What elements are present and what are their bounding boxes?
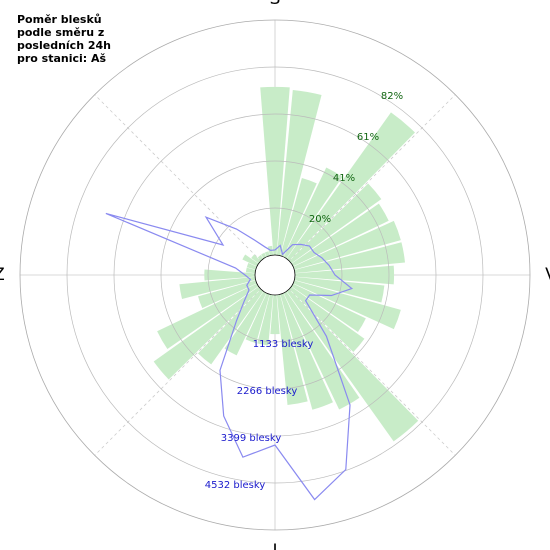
r2-tick-label: 2266 blesky bbox=[237, 386, 298, 397]
bar bbox=[280, 293, 333, 410]
spoke bbox=[94, 288, 262, 456]
direction-label: V bbox=[545, 265, 550, 285]
chart-title: pro stanici: Aš bbox=[17, 52, 107, 65]
r-tick-label: 82% bbox=[381, 91, 403, 102]
chart-title: podle směru z bbox=[17, 26, 104, 39]
r-tick-label: 41% bbox=[333, 173, 355, 184]
bar bbox=[179, 276, 256, 300]
direction-label: S bbox=[270, 0, 281, 9]
chart-title: Poměr blesků bbox=[17, 13, 102, 26]
bar bbox=[294, 265, 395, 285]
r2-tick-label: 4532 blesky bbox=[205, 480, 266, 491]
bar bbox=[264, 251, 270, 257]
bar bbox=[198, 289, 264, 365]
grid-ring bbox=[160, 160, 390, 390]
bar bbox=[289, 183, 382, 264]
bar bbox=[293, 220, 401, 270]
bar bbox=[276, 294, 308, 405]
bar bbox=[291, 283, 366, 333]
bar bbox=[294, 242, 405, 274]
bar bbox=[261, 252, 267, 259]
bar bbox=[204, 269, 256, 281]
bar bbox=[291, 203, 389, 267]
spoke bbox=[94, 94, 262, 262]
bar bbox=[260, 86, 290, 256]
bar bbox=[276, 89, 322, 256]
direction-label: Z bbox=[0, 265, 5, 285]
bar bbox=[293, 280, 401, 330]
bar bbox=[251, 254, 261, 264]
bar bbox=[245, 267, 256, 274]
bar bbox=[246, 262, 257, 270]
center-hole bbox=[254, 254, 296, 296]
grid-ring bbox=[207, 207, 343, 343]
bar bbox=[257, 254, 264, 261]
outer-ring bbox=[19, 19, 531, 531]
grid-ring bbox=[113, 113, 437, 437]
bar bbox=[242, 254, 259, 267]
bar bbox=[286, 112, 415, 261]
bar bbox=[283, 291, 360, 410]
r2-tick-label: 3399 blesky bbox=[221, 433, 282, 444]
grid-ring bbox=[66, 66, 484, 484]
r-tick-label: 61% bbox=[357, 132, 379, 143]
bar bbox=[157, 283, 259, 349]
bar bbox=[257, 294, 274, 346]
r2-tick-label: 1133 blesky bbox=[253, 339, 314, 350]
bar bbox=[294, 276, 385, 303]
r-tick-label: 20% bbox=[309, 214, 331, 225]
bar bbox=[270, 294, 280, 335]
bar bbox=[245, 293, 270, 344]
bar bbox=[286, 289, 419, 442]
bar bbox=[289, 286, 365, 352]
bar bbox=[283, 167, 343, 259]
direction-label: J bbox=[271, 541, 277, 550]
bar bbox=[280, 178, 317, 257]
chart-title: posledních 24h bbox=[17, 39, 111, 52]
line bbox=[105, 212, 354, 501]
bar bbox=[198, 280, 257, 309]
bar bbox=[224, 291, 267, 356]
bar bbox=[153, 286, 261, 380]
